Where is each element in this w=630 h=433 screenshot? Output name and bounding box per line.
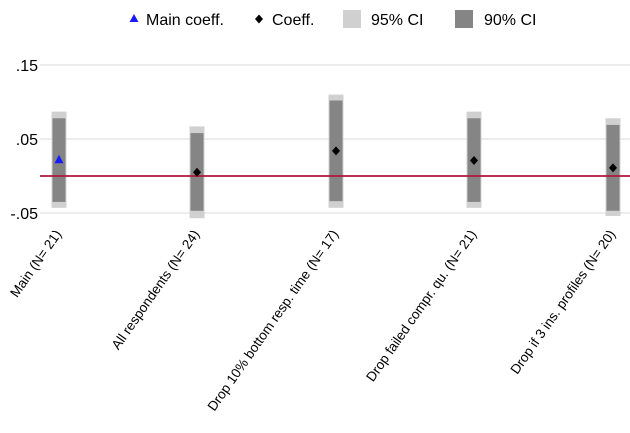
legend-label-1: Coeff. (272, 12, 314, 29)
confidence-intervals (51, 94, 621, 219)
y-tick-label-0: .15 (16, 58, 38, 75)
x-category-label-3: Drop failed compr. qu. (N= 21) (363, 227, 479, 384)
legend: Main coeff. Coeff. 95% CI 90% CI (129, 10, 536, 29)
point-markers (54, 146, 617, 177)
legend-label-3: 90% CI (484, 12, 536, 29)
point-marker-1-2 (470, 155, 478, 165)
x-category-label-4: Drop if 3 ins. profiles (N= 20) (507, 227, 618, 377)
x-category-label-1: All respondents (N= 24) (109, 227, 203, 352)
x-category-label-2: Drop 10% bottom resp. time (N= 17) (205, 227, 342, 414)
y-axis: .15 .05 -.05 (10, 58, 38, 223)
x-axis: Main (N= 21) All respondents (N= 24) Drop … (7, 227, 618, 414)
x-category-label-0: Main (N= 21) (7, 227, 64, 300)
y-tick-label-1: .05 (16, 132, 38, 149)
legend-symbol-0 (129, 14, 139, 22)
legend-label-0: Main coeff. (146, 12, 224, 29)
legend-symbol-3 (455, 10, 473, 28)
legend-symbol-1 (255, 14, 263, 24)
point-marker-1-3 (609, 163, 617, 173)
point-marker-0-0 (54, 154, 64, 164)
point-marker-1-0 (193, 167, 201, 177)
legend-label-2: 95% CI (371, 12, 423, 29)
y-tick-label-2: -.05 (10, 206, 38, 223)
point-marker-1-1 (332, 146, 340, 156)
legend-symbol-2 (343, 10, 361, 28)
